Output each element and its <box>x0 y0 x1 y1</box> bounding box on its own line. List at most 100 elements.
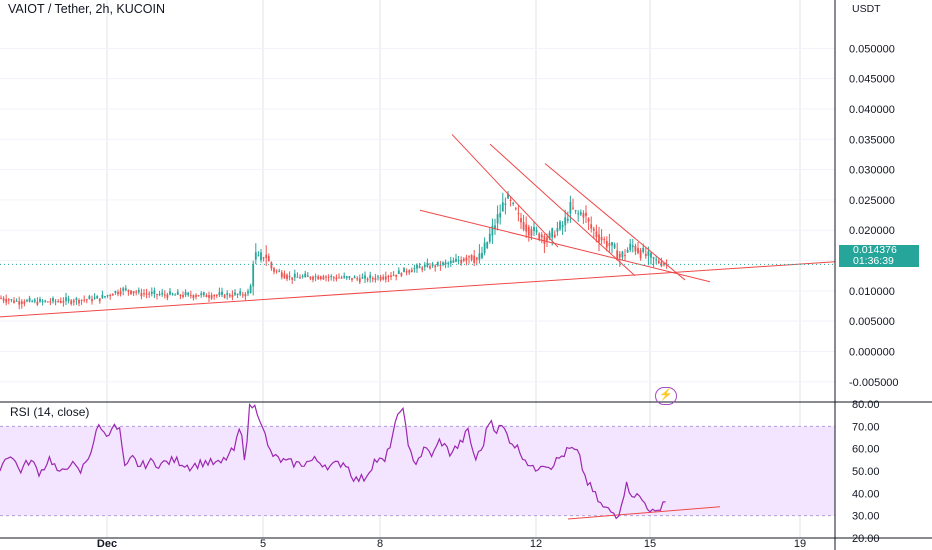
candle-body <box>509 199 512 201</box>
candle-body <box>93 297 96 299</box>
trendlines[interactable] <box>0 134 836 520</box>
candle-body <box>52 297 54 302</box>
candle-body <box>434 265 437 268</box>
candle-body <box>145 293 148 295</box>
last-price-badge: 0.014376 01:36:39 <box>839 245 919 267</box>
time-axis[interactable]: Dec 5 8 12 15 19 <box>97 538 806 550</box>
candle-body <box>473 255 476 263</box>
candle-body <box>408 270 411 273</box>
candle-body <box>33 299 36 302</box>
candle-body <box>486 242 489 248</box>
candle-body <box>5 298 8 303</box>
candle-body <box>122 288 125 291</box>
candle-body <box>501 202 504 212</box>
candle-body <box>629 243 632 250</box>
candle-body <box>335 277 338 280</box>
candle-body <box>317 276 320 280</box>
candle-body <box>296 276 299 278</box>
price-tick-label: 0.000000 <box>849 346 895 358</box>
candle-body <box>31 301 34 303</box>
candle-body <box>26 300 28 302</box>
candle-body <box>384 276 387 280</box>
candle-body <box>59 301 62 303</box>
candle-body <box>343 275 346 278</box>
time-tick-label: Dec <box>97 538 117 550</box>
candle-body <box>166 294 169 298</box>
candle-body <box>215 295 218 297</box>
price-trendline <box>489 143 636 277</box>
candle-body <box>616 250 619 261</box>
candle-body <box>286 274 288 280</box>
candle-body <box>20 301 23 305</box>
candle-body <box>143 293 145 295</box>
lightning-icon[interactable]: ⚡ <box>655 387 677 405</box>
candle-body <box>325 276 327 278</box>
candle-body <box>468 256 470 258</box>
time-tick-label: 15 <box>644 538 656 550</box>
candle-body <box>488 233 491 242</box>
candle-body <box>65 297 67 301</box>
candle-body <box>13 300 15 303</box>
candle-body <box>491 225 494 236</box>
rsi-axis[interactable]: 80.00 70.00 60.00 50.00 40.00 30.00 20.00 <box>852 399 880 545</box>
rsi-tick-label: 40.00 <box>852 488 880 500</box>
chart-title: VAIOT / Tether, 2h, KUCOIN <box>8 2 166 16</box>
candle-body <box>514 208 517 210</box>
candle-body <box>647 251 650 256</box>
candle-body <box>163 294 166 296</box>
candle-body <box>660 261 663 267</box>
candle-body <box>249 285 252 294</box>
candle-body <box>559 221 561 230</box>
candle-body <box>366 278 369 281</box>
candle-body <box>330 275 333 278</box>
candle-body <box>421 267 424 270</box>
candle-body <box>314 276 317 278</box>
rsi-tick-label: 20.00 <box>852 533 880 545</box>
candle-body <box>278 271 281 273</box>
candle-body <box>15 300 18 302</box>
candle-body <box>642 247 645 252</box>
candle-body <box>158 294 161 296</box>
price-tick-label: 0.045000 <box>849 74 895 86</box>
price-trendline <box>451 134 559 248</box>
candle-body <box>436 261 439 266</box>
candle-body <box>387 275 390 278</box>
candle-body <box>535 229 538 233</box>
candle-body <box>80 299 83 301</box>
time-tick-label: 5 <box>260 538 266 550</box>
candle-body <box>551 228 554 238</box>
candle-body <box>236 293 239 295</box>
price-axis[interactable]: 0.050000 0.045000 0.040000 0.035000 0.030000… <box>849 43 899 388</box>
candle-body <box>312 276 314 280</box>
candle-body <box>184 292 187 296</box>
candle-body <box>7 299 10 301</box>
candle-body <box>257 255 260 257</box>
candle-body <box>626 249 629 253</box>
candle-body <box>241 294 244 296</box>
candle-body <box>234 292 236 295</box>
candle-body <box>210 295 213 299</box>
candle-body <box>351 278 353 280</box>
candle-body <box>499 212 502 218</box>
candle-body <box>525 224 528 232</box>
candle-body <box>260 252 262 261</box>
candle-body <box>57 301 60 303</box>
grid-lines <box>0 0 835 538</box>
rsi-indicator-title[interactable]: RSI (14, close) <box>10 405 90 419</box>
candle-body <box>478 253 481 260</box>
candle-body <box>283 273 286 279</box>
candle-body <box>106 295 109 297</box>
candle-body <box>405 271 408 273</box>
candle-body <box>228 294 231 297</box>
bar-countdown: 01:36:39 <box>853 255 894 267</box>
candle-body <box>91 298 93 302</box>
candle-body <box>652 257 655 259</box>
candle-body <box>36 301 39 305</box>
candle-body <box>527 226 530 236</box>
candle-body <box>231 294 234 298</box>
candle-body <box>309 276 312 279</box>
candle-body <box>577 213 580 215</box>
candle-body <box>179 294 182 296</box>
candle-body <box>291 277 294 280</box>
